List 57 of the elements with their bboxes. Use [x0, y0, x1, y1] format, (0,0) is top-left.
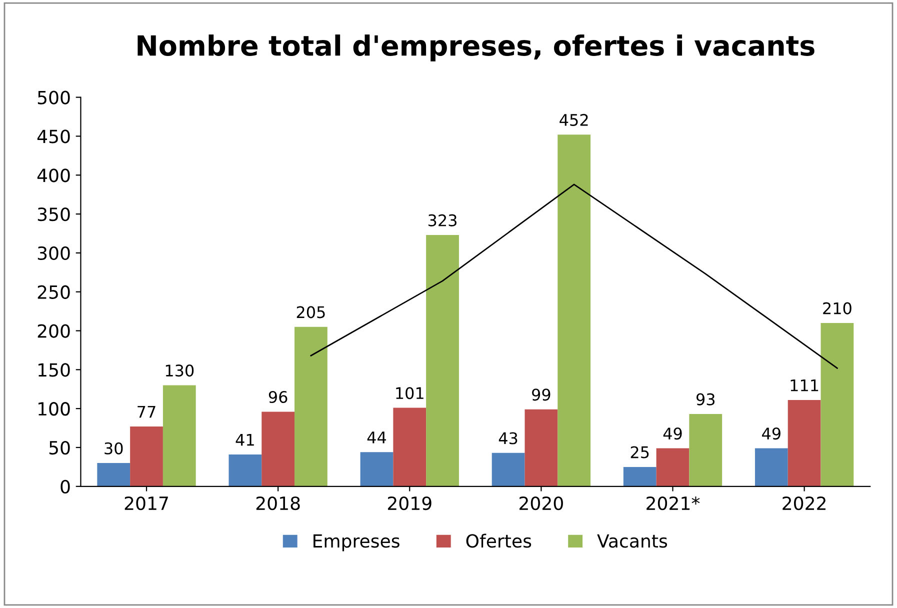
bar	[623, 466, 656, 486]
x-tick-label: 2019	[388, 496, 432, 510]
data-label: 43	[498, 432, 518, 444]
data-label: 99	[532, 388, 550, 401]
bar	[130, 426, 163, 486]
y-tick-label: 300	[38, 246, 70, 260]
bar	[656, 448, 690, 486]
bar	[754, 448, 788, 486]
data-label: 30	[104, 442, 123, 454]
bar	[162, 385, 196, 486]
data-label: 49	[663, 428, 682, 440]
bar	[820, 322, 854, 486]
y-tick-label: 400	[37, 168, 70, 182]
y-tick-label: 0	[60, 480, 70, 494]
data-label: 25	[630, 446, 649, 458]
y-tick-label: 450	[37, 130, 70, 144]
data-label: 44	[367, 432, 386, 444]
data-label: 96	[268, 390, 288, 404]
data-label: 93	[696, 393, 715, 406]
x-tick-label: 2018	[256, 496, 300, 510]
bar	[524, 409, 558, 486]
x-tick-label: 2021*	[646, 496, 700, 510]
bar	[492, 452, 525, 486]
data-label: 210	[823, 302, 852, 314]
bar	[393, 408, 426, 486]
x-tick-label: 2017	[124, 496, 168, 510]
bar	[426, 235, 459, 486]
y-tick-label: 100	[38, 402, 70, 416]
data-label: 205	[296, 306, 325, 318]
y-tick-label: 150	[38, 363, 70, 377]
y-tick-label: 50	[49, 440, 70, 455]
y-tick-label: 500	[38, 90, 70, 104]
y-tick-label: 350	[38, 207, 70, 222]
legend-label: Ofertes	[466, 534, 532, 548]
legend-label: Empreses	[314, 534, 400, 552]
chart-title: Nombre total d'empreses, ofertes i vacants	[138, 34, 814, 62]
y-tick-label: 250	[38, 285, 70, 299]
legend-label: Vacants	[597, 534, 668, 548]
data-label: 130	[166, 364, 194, 377]
data-label: 452	[560, 114, 588, 126]
bar	[360, 452, 394, 486]
bar	[262, 412, 295, 486]
data-label: 49	[762, 428, 780, 440]
bar	[228, 454, 262, 486]
data-label: 101	[396, 387, 424, 400]
bar	[788, 400, 821, 486]
bar	[558, 134, 591, 486]
x-tick-label: 2020	[520, 496, 563, 510]
y-tick-label: 200	[38, 324, 70, 338]
bar	[689, 414, 722, 486]
data-label: 77	[138, 406, 156, 418]
data-label: 111	[790, 379, 818, 392]
data-label: 323	[428, 214, 456, 226]
x-tick-label: 2022	[782, 496, 826, 510]
bar	[294, 326, 328, 486]
bar	[97, 463, 130, 486]
data-label: 41	[236, 434, 254, 446]
